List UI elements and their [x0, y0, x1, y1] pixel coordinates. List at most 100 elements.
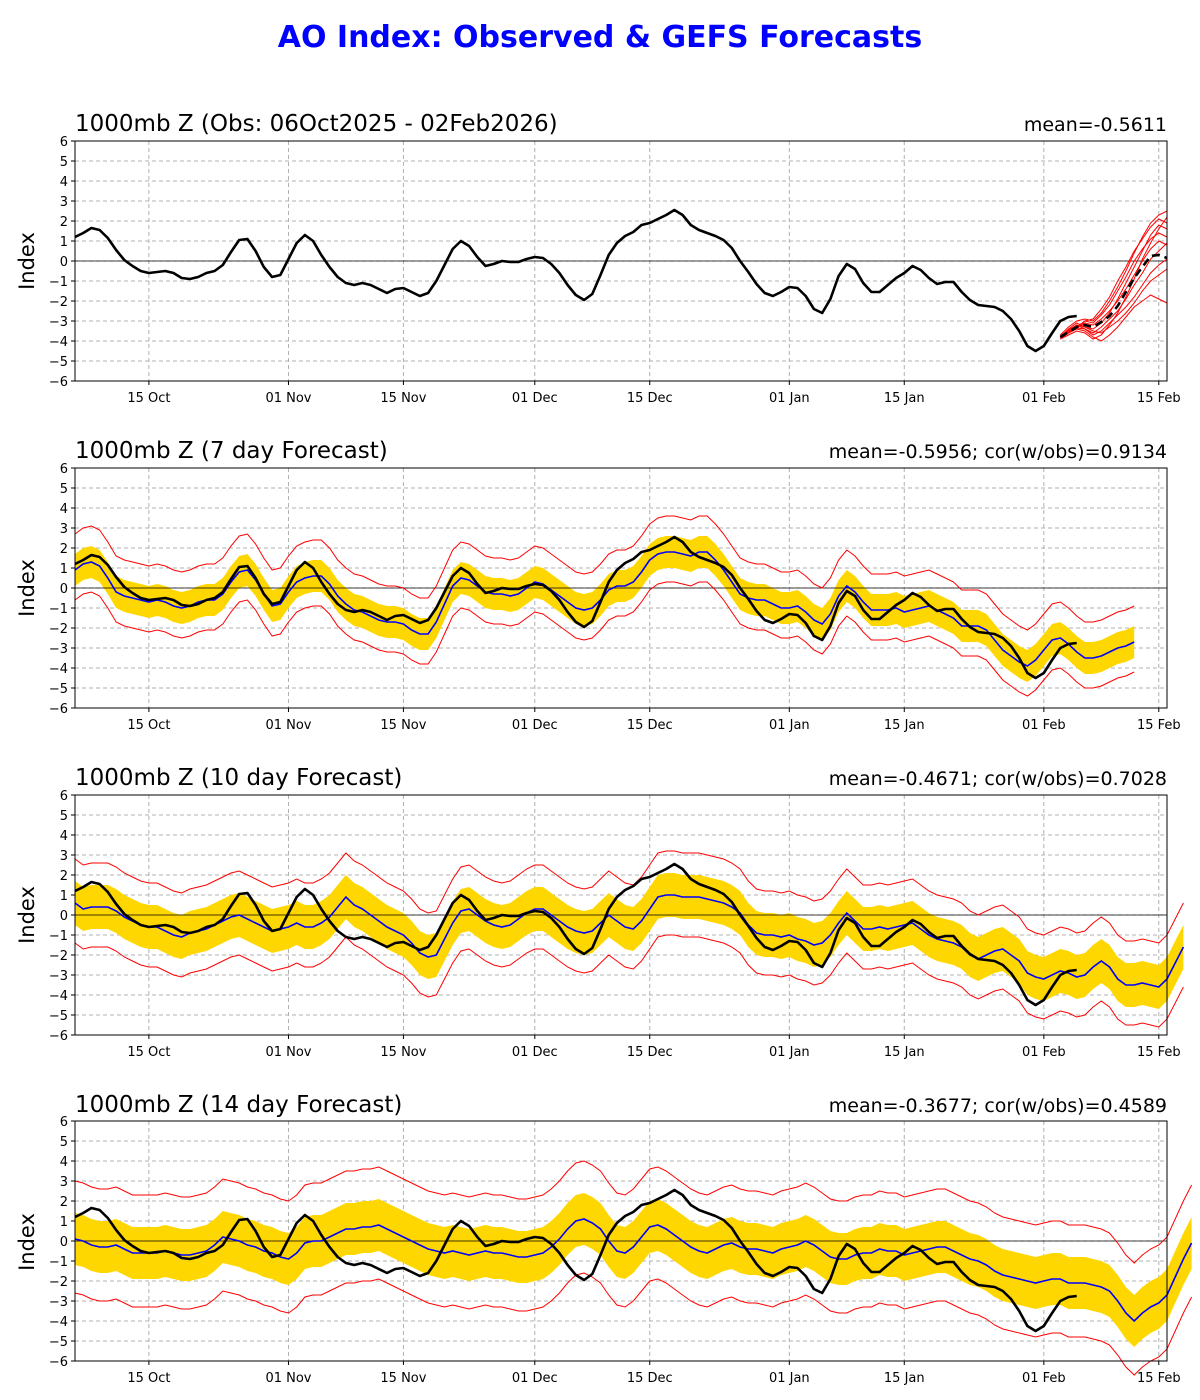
y-tick-label: −4	[49, 1315, 68, 1330]
y-tick-label: −3	[49, 969, 68, 984]
x-tick-label: 15 Oct	[127, 1371, 170, 1386]
chart-title: 1000mb Z (14 day Forecast)	[75, 1092, 402, 1118]
y-tick-label: −2	[49, 622, 68, 637]
y-tick-label: 5	[60, 1135, 68, 1150]
x-tick-label: 15 Feb	[1137, 718, 1181, 733]
y-tick-label: −1	[49, 275, 68, 290]
y-tick-label: 0	[60, 255, 68, 270]
ensemble-member-line	[1060, 294, 1168, 342]
x-tick-label: 15 Oct	[127, 718, 170, 733]
y-tick-label: −6	[49, 1029, 68, 1044]
y-tick-label: −5	[49, 682, 68, 697]
x-tick-label: 01 Jan	[769, 718, 810, 733]
chart-title: 1000mb Z (Obs: 06Oct2025 - 02Feb2026)	[75, 111, 558, 137]
x-tick-label: 01 Nov	[265, 718, 311, 733]
ensemble-min-line	[74, 581, 1135, 697]
ensemble-mean-line	[74, 894, 1185, 988]
y-axis-label: Index	[15, 559, 39, 617]
x-tick-label: 15 Jan	[884, 718, 925, 733]
x-tick-label: 01 Feb	[1022, 1045, 1066, 1060]
ensemble-max-line	[74, 1160, 1193, 1264]
x-tick-label: 01 Feb	[1022, 1371, 1066, 1386]
x-tick-label: 01 Dec	[512, 391, 558, 406]
y-tick-label: −2	[49, 949, 68, 964]
chart-panel-obs: 1000mb Z (Obs: 06Oct2025 - 02Feb2026) me…	[15, 111, 1181, 406]
chart-title: 1000mb Z (10 day Forecast)	[75, 765, 402, 791]
x-tick-label: 01 Dec	[512, 1045, 558, 1060]
chart-stats: mean=-0.5956; cor(w/obs)=0.9134	[829, 441, 1167, 463]
x-tick-label: 01 Feb	[1022, 391, 1066, 406]
chart-stats: mean=-0.4671; cor(w/obs)=0.7028	[829, 768, 1167, 790]
y-tick-label: −1	[49, 602, 68, 617]
ensemble-min-line	[74, 1272, 1193, 1376]
y-tick-label: −1	[49, 929, 68, 944]
y-tick-label: 4	[60, 1155, 68, 1170]
x-tick-label: 01 Nov	[265, 1045, 311, 1060]
y-tick-label: 5	[60, 155, 68, 170]
x-tick-label: 01 Jan	[769, 1371, 810, 1386]
ensemble-member-line	[1059, 268, 1168, 338]
x-tick-label: 15 Nov	[380, 718, 426, 733]
y-tick-label: 4	[60, 175, 68, 190]
y-tick-label: −4	[49, 335, 68, 350]
y-tick-label: −5	[49, 355, 68, 370]
x-tick-label: 15 Nov	[380, 1371, 426, 1386]
y-tick-label: 6	[60, 462, 68, 477]
y-tick-label: 5	[60, 809, 68, 824]
observed-line	[74, 1188, 1077, 1333]
chart-title: 1000mb Z (7 day Forecast)	[75, 438, 388, 464]
ensemble-mean-line	[74, 1218, 1193, 1323]
x-tick-label: 15 Feb	[1137, 391, 1181, 406]
plot-area: −6 −5 −4 −3 −2 −1 0 1 2 3 4 5 6 15 Oct 01 Nov 15 Nov 01 …	[49, 135, 1181, 406]
x-tick-label: 01 Jan	[769, 1045, 810, 1060]
y-tick-label: 2	[60, 869, 68, 884]
y-tick-label: −5	[49, 1009, 68, 1024]
plot-area: −6 −5 −4 −3 −2 −1 0 1 2 3 4 5 6 15 Oct 01 Nov 15 Nov 01 …	[49, 1115, 1193, 1386]
y-tick-label: 2	[60, 542, 68, 557]
y-tick-label: 0	[60, 909, 68, 924]
x-tick-label: 01 Nov	[265, 391, 311, 406]
y-tick-label: 5	[60, 482, 68, 497]
x-tick-label: 01 Dec	[512, 1371, 558, 1386]
y-tick-label: 0	[60, 1235, 68, 1250]
ensemble-member-line	[1060, 258, 1168, 338]
y-tick-label: 6	[60, 135, 68, 150]
y-tick-label: 3	[60, 522, 68, 537]
y-tick-label: 3	[60, 195, 68, 210]
forecast-mean-line	[1059, 253, 1168, 339]
y-tick-label: 3	[60, 1175, 68, 1190]
x-tick-label: 15 Dec	[627, 391, 673, 406]
y-tick-label: −4	[49, 989, 68, 1004]
x-tick-label: 15 Dec	[627, 1371, 673, 1386]
x-tick-label: 15 Dec	[627, 1045, 673, 1060]
y-tick-label: 1	[60, 889, 68, 904]
x-tick-label: 15 Dec	[627, 718, 673, 733]
y-tick-label: −2	[49, 1275, 68, 1290]
ensemble-member-line	[1059, 210, 1168, 336]
x-tick-label: 01 Jan	[769, 391, 810, 406]
x-tick-label: 15 Jan	[884, 1045, 925, 1060]
chart-stats: mean=-0.5611	[1024, 114, 1167, 136]
y-tick-label: −6	[49, 1355, 68, 1370]
y-tick-label: −6	[49, 702, 68, 717]
y-tick-label: −4	[49, 662, 68, 677]
ensemble-max-line	[74, 850, 1184, 944]
x-tick-label: 15 Oct	[127, 391, 170, 406]
chart-stats: mean=-0.3677; cor(w/obs)=0.4589	[829, 1095, 1167, 1117]
y-tick-label: 0	[60, 582, 68, 597]
y-tick-label: 1	[60, 235, 68, 250]
y-tick-label: 6	[60, 1115, 68, 1130]
y-tick-label: 3	[60, 849, 68, 864]
x-tick-label: 15 Feb	[1137, 1371, 1181, 1386]
chart-panel-10day: 1000mb Z (10 day Forecast) mean=-0.4671;…	[15, 765, 1185, 1060]
y-tick-label: −1	[49, 1255, 68, 1270]
observed-line	[74, 208, 1077, 353]
y-axis-label: Index	[15, 886, 39, 944]
x-tick-label: 01 Feb	[1022, 718, 1066, 733]
ensemble-min-line	[74, 934, 1184, 1028]
y-tick-label: 1	[60, 1215, 68, 1230]
y-tick-label: −5	[49, 1335, 68, 1350]
y-axis-label: Index	[15, 232, 39, 290]
y-tick-label: −3	[49, 642, 68, 657]
